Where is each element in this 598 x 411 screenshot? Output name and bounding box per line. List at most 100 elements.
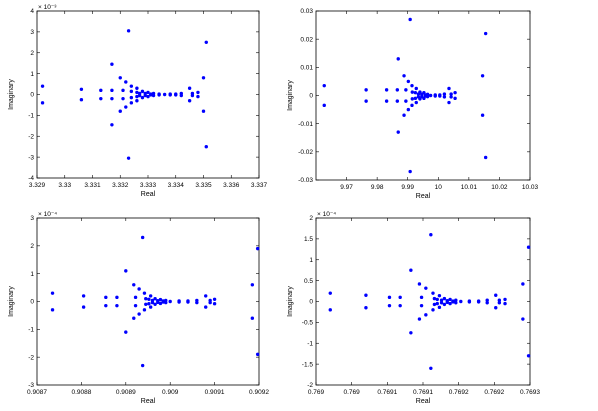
data-point — [115, 295, 119, 300]
x-tick-label: 10.02 — [491, 184, 508, 191]
axis-exponent-label: × 10⁻⁴ — [317, 211, 336, 218]
data-point — [151, 93, 156, 98]
data-point — [395, 99, 400, 103]
data-point — [135, 86, 139, 90]
data-point — [459, 299, 463, 304]
data-point — [135, 90, 139, 95]
data-point — [115, 303, 119, 308]
data-point — [40, 101, 45, 105]
data-point — [137, 287, 141, 291]
axes-frame — [36, 217, 260, 386]
data-points — [328, 233, 531, 370]
data-point — [409, 331, 413, 335]
data-point — [118, 76, 122, 80]
y-axis-label: Imaginary — [287, 286, 294, 317]
data-point — [153, 302, 157, 306]
data-points — [50, 235, 260, 368]
data-point — [99, 96, 103, 101]
x-axis-label: Real — [141, 191, 156, 198]
data-point — [449, 95, 453, 99]
data-point — [110, 123, 114, 127]
y-tick-label: 0.01 — [300, 65, 313, 72]
data-point — [418, 90, 422, 94]
data-point — [204, 305, 208, 309]
data-point — [79, 98, 84, 102]
y-axis-label: Imaginary — [8, 79, 15, 110]
data-point — [121, 96, 125, 101]
data-point — [521, 317, 525, 321]
data-point — [448, 297, 452, 302]
data-point — [431, 308, 435, 312]
data-point — [384, 99, 389, 103]
data-point — [445, 300, 449, 305]
y-tick-label: -3 — [28, 154, 34, 161]
data-point — [322, 103, 326, 108]
data-point — [467, 300, 472, 304]
data-point — [497, 298, 502, 302]
data-point — [364, 306, 368, 310]
y-tick-label: 0 — [309, 299, 313, 306]
x-tick-label: 3.334 — [168, 182, 185, 189]
data-point — [196, 90, 200, 95]
data-point — [526, 354, 531, 358]
y-axis-label: Imaginary — [287, 80, 294, 111]
data-point — [212, 297, 217, 301]
x-tick-label: 10 — [435, 184, 443, 191]
y-tick-label: -0.01 — [298, 121, 313, 128]
data-point — [186, 300, 190, 304]
y-tick-label: 1 — [309, 257, 313, 264]
data-point — [201, 76, 206, 80]
data-point — [99, 88, 103, 93]
data-point — [146, 90, 150, 95]
x-tick-label: 3.332 — [112, 182, 129, 189]
data-point — [129, 89, 134, 94]
data-point — [442, 302, 447, 307]
data-point — [526, 245, 531, 249]
data-point — [126, 29, 131, 33]
data-point — [387, 295, 392, 300]
x-tick-label: 0.9091 — [205, 389, 225, 396]
y-axis-label: Imaginary — [8, 286, 15, 317]
x-tick-label: 0.9088 — [71, 389, 91, 396]
y-tick-label: 3 — [30, 215, 34, 222]
data-point — [485, 298, 489, 302]
data-point — [174, 93, 178, 97]
x-tick-label: 0.9087 — [27, 389, 47, 396]
data-point — [432, 296, 437, 301]
x-tick-label: 3.337 — [251, 182, 268, 189]
data-point — [118, 109, 122, 113]
y-tick-label: -1 — [307, 340, 313, 347]
data-point — [406, 107, 411, 112]
data-point — [413, 90, 418, 95]
x-tick-label: 3.333 — [140, 182, 157, 189]
data-point — [255, 246, 260, 251]
data-point — [168, 299, 172, 304]
data-point — [110, 62, 114, 66]
x-tick-label: 0.769 — [344, 389, 361, 396]
y-tick-label: 0 — [309, 93, 313, 100]
data-point — [137, 312, 141, 316]
x-tick-label: 0.909 — [162, 389, 179, 396]
data-point — [480, 74, 485, 78]
data-point — [255, 352, 260, 357]
data-point — [494, 306, 498, 310]
x-axis-label: Real — [416, 398, 431, 405]
data-point — [410, 97, 414, 101]
data-point — [402, 113, 406, 117]
data-point — [454, 298, 458, 302]
data-point — [442, 95, 447, 99]
data-point — [398, 303, 402, 308]
data-point — [147, 302, 151, 306]
data-point — [419, 295, 424, 300]
data-point — [133, 295, 138, 300]
data-point — [164, 300, 168, 305]
data-point — [442, 296, 447, 301]
data-point — [414, 100, 418, 105]
x-tick-label: 0.7691 — [377, 389, 397, 396]
data-point — [409, 268, 413, 272]
data-point — [429, 233, 433, 237]
y-tick-label: 0 — [30, 299, 34, 306]
data-point — [402, 74, 406, 78]
axis-exponent-label: × 10⁻⁴ — [38, 211, 57, 218]
